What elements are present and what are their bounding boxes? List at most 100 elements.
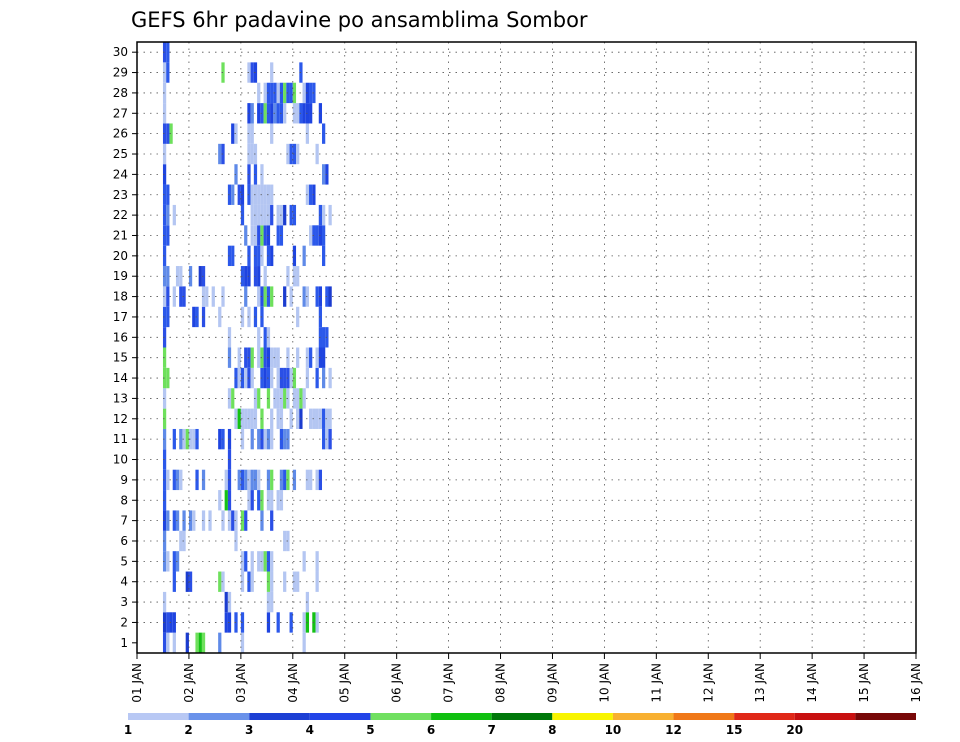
- legend-label: 10: [605, 723, 622, 737]
- legend-label: 1: [124, 723, 132, 737]
- x-tick-label: 12 JAN: [701, 663, 715, 703]
- x-tick-label: 01 JAN: [130, 663, 144, 703]
- heatmap-cell: [227, 449, 232, 470]
- legend-label: 15: [726, 723, 743, 737]
- heatmap-cell: [185, 428, 189, 450]
- heatmap-cell: [198, 632, 202, 653]
- heatmap-cell: [162, 449, 167, 470]
- heatmap-cell: [221, 143, 225, 165]
- heatmap-cell: [289, 286, 293, 307]
- heatmap-cell: [162, 510, 167, 531]
- heatmap-cell: [179, 286, 183, 307]
- heatmap-cell: [244, 469, 248, 491]
- heatmap-cell: [162, 632, 167, 653]
- heatmap-cell: [179, 266, 183, 287]
- heatmap-cell: [221, 286, 225, 307]
- heatmap-cell: [231, 245, 235, 267]
- heatmap-cell: [218, 306, 222, 328]
- heatmap-cell: [250, 367, 254, 389]
- heatmap-cell: [250, 184, 254, 205]
- legend-label: 2: [184, 723, 192, 737]
- heatmap-cell: [162, 367, 167, 389]
- x-tick-label: 14 JAN: [805, 663, 819, 703]
- heatmap-cell: [182, 428, 186, 450]
- heatmap-cell: [179, 428, 183, 450]
- heatmap-cell: [315, 286, 319, 307]
- heatmap-cell: [296, 143, 300, 165]
- heatmap-cell: [198, 266, 202, 287]
- heatmap-cell: [166, 62, 170, 83]
- heatmap-cell: [250, 428, 254, 450]
- heatmap-cell: [270, 551, 274, 572]
- heatmap-cell: [263, 204, 267, 226]
- heatmap-cell: [257, 327, 261, 348]
- x-tick-label: 08 JAN: [494, 663, 508, 703]
- heatmap-cell: [302, 551, 306, 572]
- heatmap-cell: [263, 551, 267, 572]
- heatmap-cell: [263, 347, 267, 368]
- heatmap-cell: [283, 103, 287, 124]
- heatmap-cell: [195, 428, 199, 450]
- heatmap-cell: [328, 428, 332, 450]
- heatmap-cell: [218, 428, 222, 450]
- heatmap-cell: [315, 612, 319, 633]
- heatmap-cell: [240, 632, 245, 653]
- heatmap-cell: [270, 103, 274, 124]
- heatmap-cell: [257, 103, 261, 124]
- heatmap-cell: [322, 204, 326, 226]
- heatmap-cell: [270, 591, 274, 613]
- heatmap-cell: [302, 103, 306, 124]
- heatmap-cell: [227, 490, 232, 511]
- heatmap-cell: [166, 204, 170, 226]
- heatmap-cell: [221, 62, 225, 83]
- heatmap-cell: [162, 164, 167, 185]
- heatmap-cell: [195, 306, 199, 328]
- heatmap-cell: [224, 490, 228, 511]
- heatmap-cell: [218, 143, 222, 165]
- heatmap-cell: [263, 103, 267, 124]
- heatmap-cell: [166, 612, 170, 633]
- heatmap-cell: [221, 571, 225, 592]
- heatmap-cell: [224, 612, 228, 633]
- heatmap-cell: [276, 408, 280, 429]
- heatmap-cell: [309, 469, 313, 491]
- heatmap-cell: [315, 367, 319, 389]
- heatmap-cell: [283, 82, 287, 104]
- heatmap-cell: [172, 428, 176, 450]
- heatmap-cell: [169, 123, 173, 144]
- heatmap-cell: [263, 428, 267, 450]
- heatmap-cell: [296, 347, 300, 368]
- heatmap-cell: [166, 551, 170, 572]
- heatmap-cell: [257, 266, 261, 287]
- legend-label: 20: [786, 723, 803, 737]
- heatmap-cell: [270, 571, 274, 592]
- x-tick-label: 05 JAN: [338, 663, 352, 703]
- x-tick-label: 10 JAN: [597, 663, 611, 703]
- heatmap-cell: [315, 225, 319, 246]
- heatmap-cell: [322, 408, 326, 429]
- y-tick-label: 9: [120, 473, 128, 487]
- heatmap-cell: [244, 286, 248, 307]
- heatmap-cell: [227, 184, 232, 205]
- x-tick-label: 02 JAN: [182, 663, 196, 703]
- heatmap-cell: [270, 286, 274, 307]
- heatmap-cell: [244, 408, 248, 429]
- heatmap-cell: [302, 286, 306, 307]
- legend-swatch: [431, 713, 492, 720]
- heatmap-cell: [172, 632, 176, 653]
- y-tick-label: 2: [120, 615, 128, 629]
- heatmap-cell: [270, 62, 274, 83]
- heatmap-cell: [224, 591, 228, 613]
- x-tick-label: 11 JAN: [649, 663, 663, 703]
- heatmap-cell: [188, 266, 193, 287]
- heatmap-cell: [276, 103, 280, 124]
- heatmap-cell: [162, 62, 167, 83]
- heatmap-cell: [257, 245, 261, 267]
- heatmap-cell: [309, 225, 313, 246]
- heatmap-cell: [162, 82, 167, 104]
- heatmap-cell: [162, 408, 167, 429]
- heatmap-cell: [162, 245, 167, 267]
- heatmap-cell: [309, 408, 313, 429]
- heatmap-cell: [162, 469, 167, 491]
- y-tick-label: 22: [113, 208, 128, 222]
